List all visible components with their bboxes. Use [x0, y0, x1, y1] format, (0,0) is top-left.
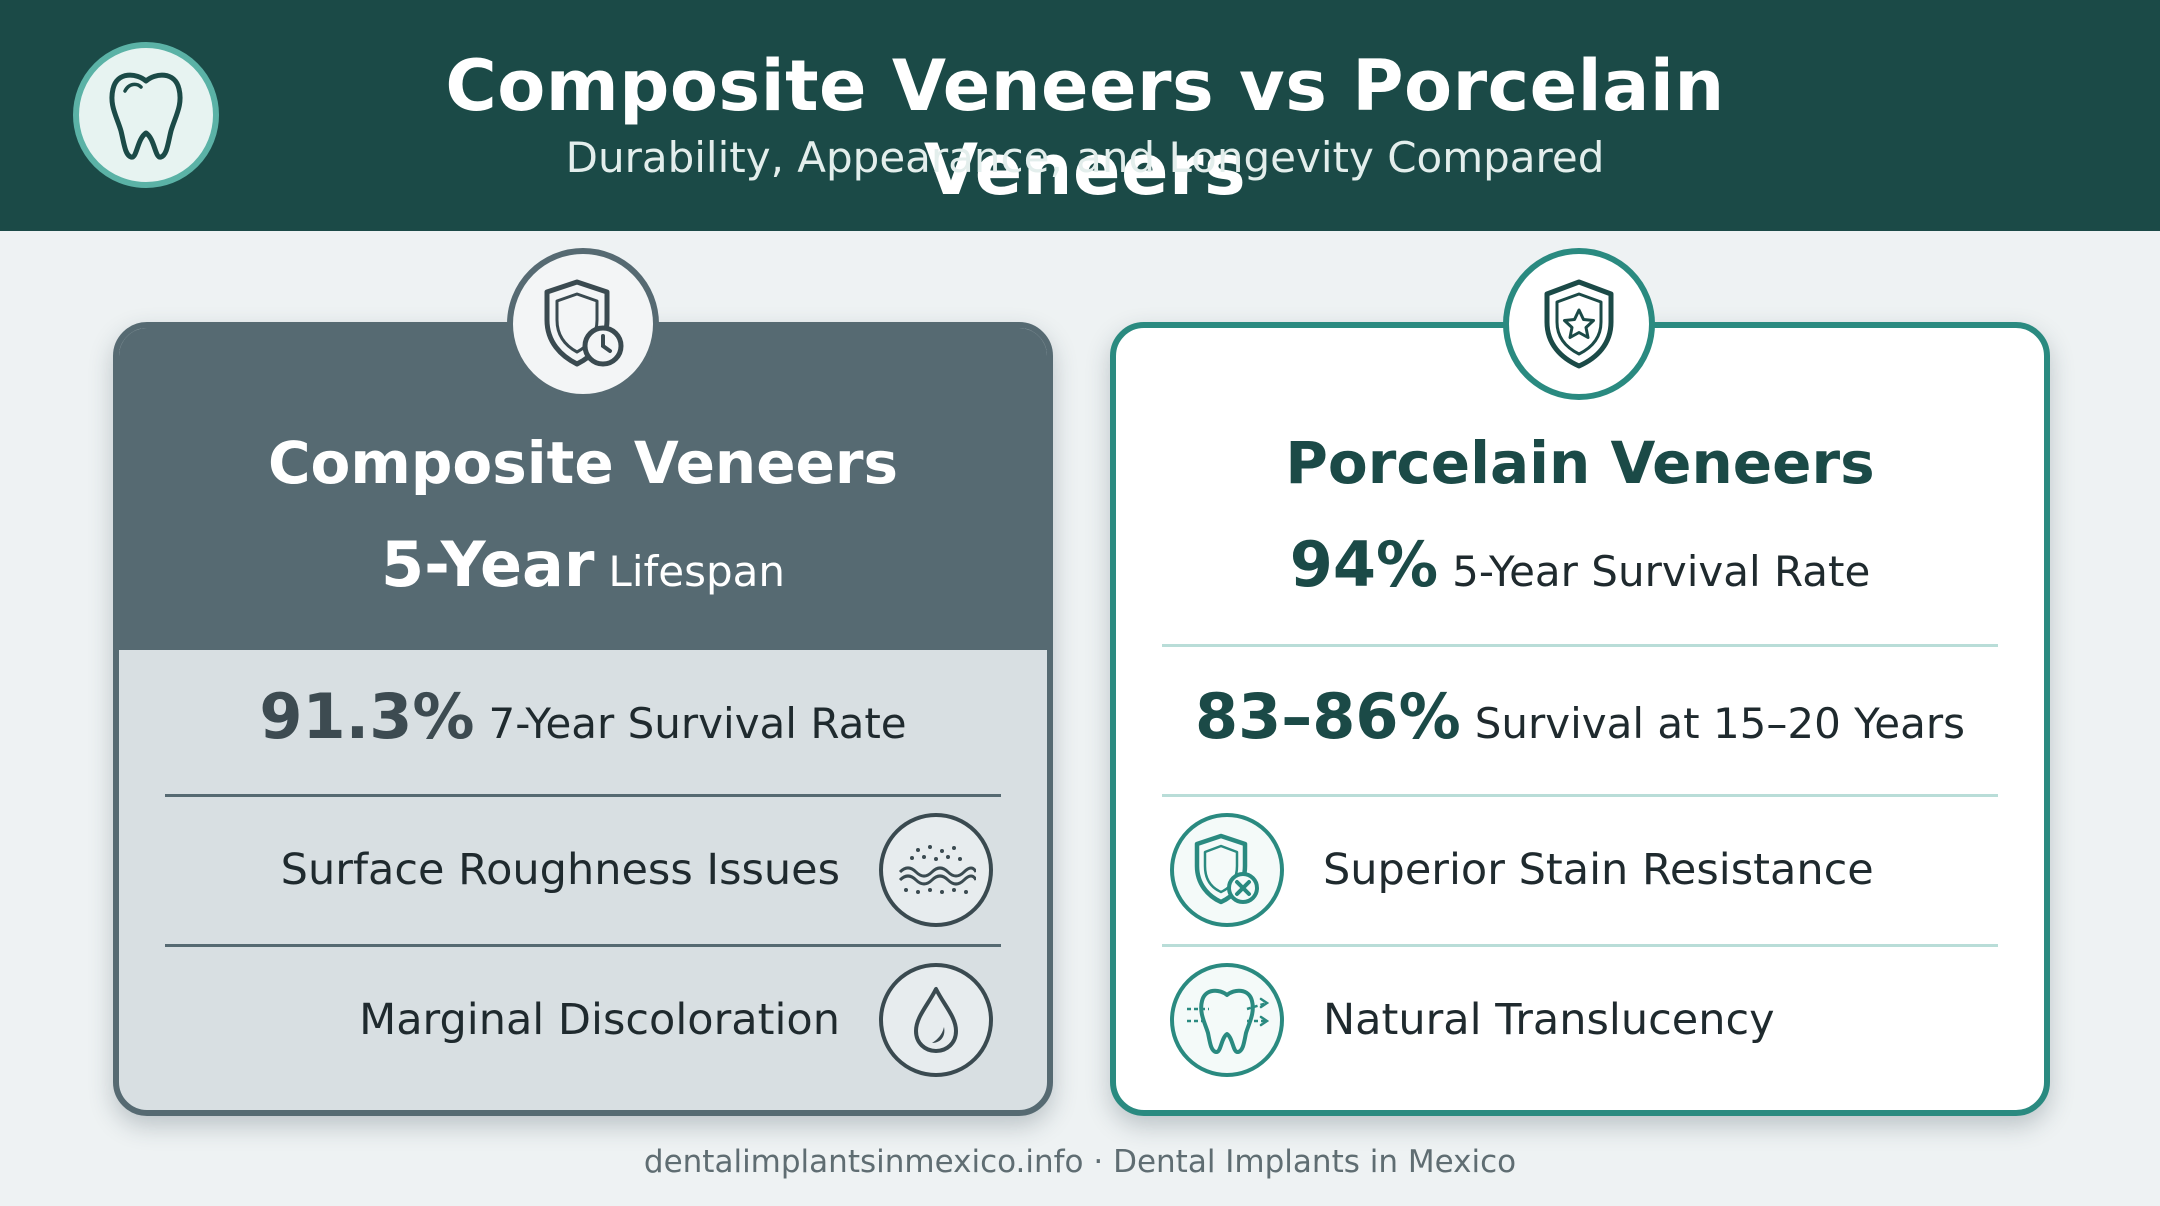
porcelain-20yr-stat: 83–86% Survival at 15–20 Years [1116, 680, 2044, 753]
porcelain-5yr-stat: 94% 5-Year Survival Rate [1116, 528, 2044, 601]
droplet-icon [879, 963, 993, 1077]
composite-lifespan-stat: 5-Year Lifespan [119, 528, 1047, 601]
feature-natural-translucency: Natural Translucency [1323, 995, 1775, 1045]
composite-survival-stat: 91.3% 7-Year Survival Rate [119, 680, 1047, 753]
divider [1162, 644, 1998, 647]
divider [1162, 944, 1998, 947]
divider [165, 944, 1001, 947]
composite-card: Composite Veneers 5-Year Lifespan 91.3% 7-… [113, 322, 1053, 1116]
survival-5yr-label: 5-Year Survival Rate [1452, 547, 1871, 596]
porcelain-card: Porcelain Veneers 94% 5-Year Survival Rat… [1110, 322, 2050, 1116]
lifespan-label: Lifespan [608, 547, 786, 596]
porcelain-title: Porcelain Veneers [1285, 429, 1875, 497]
composite-title: Composite Veneers [267, 429, 898, 497]
rough-surface-icon [879, 813, 993, 927]
lifespan-value: 5-Year [380, 528, 595, 601]
survival-7yr-value: 91.3% [259, 680, 475, 753]
feature-stain-resistance: Superior Stain Resistance [1323, 845, 1874, 895]
tooth-light-icon [1170, 963, 1284, 1077]
survival-5yr-value: 94% [1289, 528, 1439, 601]
feature-surface-roughness: Surface Roughness Issues [280, 845, 840, 895]
tooth-icon [73, 42, 219, 188]
shield-clock-icon [507, 248, 659, 400]
shield-star-icon [1503, 248, 1655, 400]
footer-credit: dentalimplantsinmexico.info · Dental Imp… [643, 1144, 1517, 1180]
page-subtitle: Durability, Appearance, and Longevity Co… [565, 133, 1605, 182]
divider [1162, 794, 1998, 797]
survival-20yr-value: 83–86% [1195, 680, 1461, 753]
header-banner: Composite Veneers vs Porcelain Veneers D… [0, 0, 2160, 231]
page-title: Composite Veneers vs Porcelain Veneers [445, 45, 1725, 211]
feature-marginal-discoloration: Marginal Discoloration [359, 995, 840, 1045]
survival-7yr-label: 7-Year Survival Rate [488, 699, 907, 748]
shield-x-icon [1170, 813, 1284, 927]
survival-20yr-label: Survival at 15–20 Years [1474, 699, 1965, 748]
divider [165, 794, 1001, 797]
